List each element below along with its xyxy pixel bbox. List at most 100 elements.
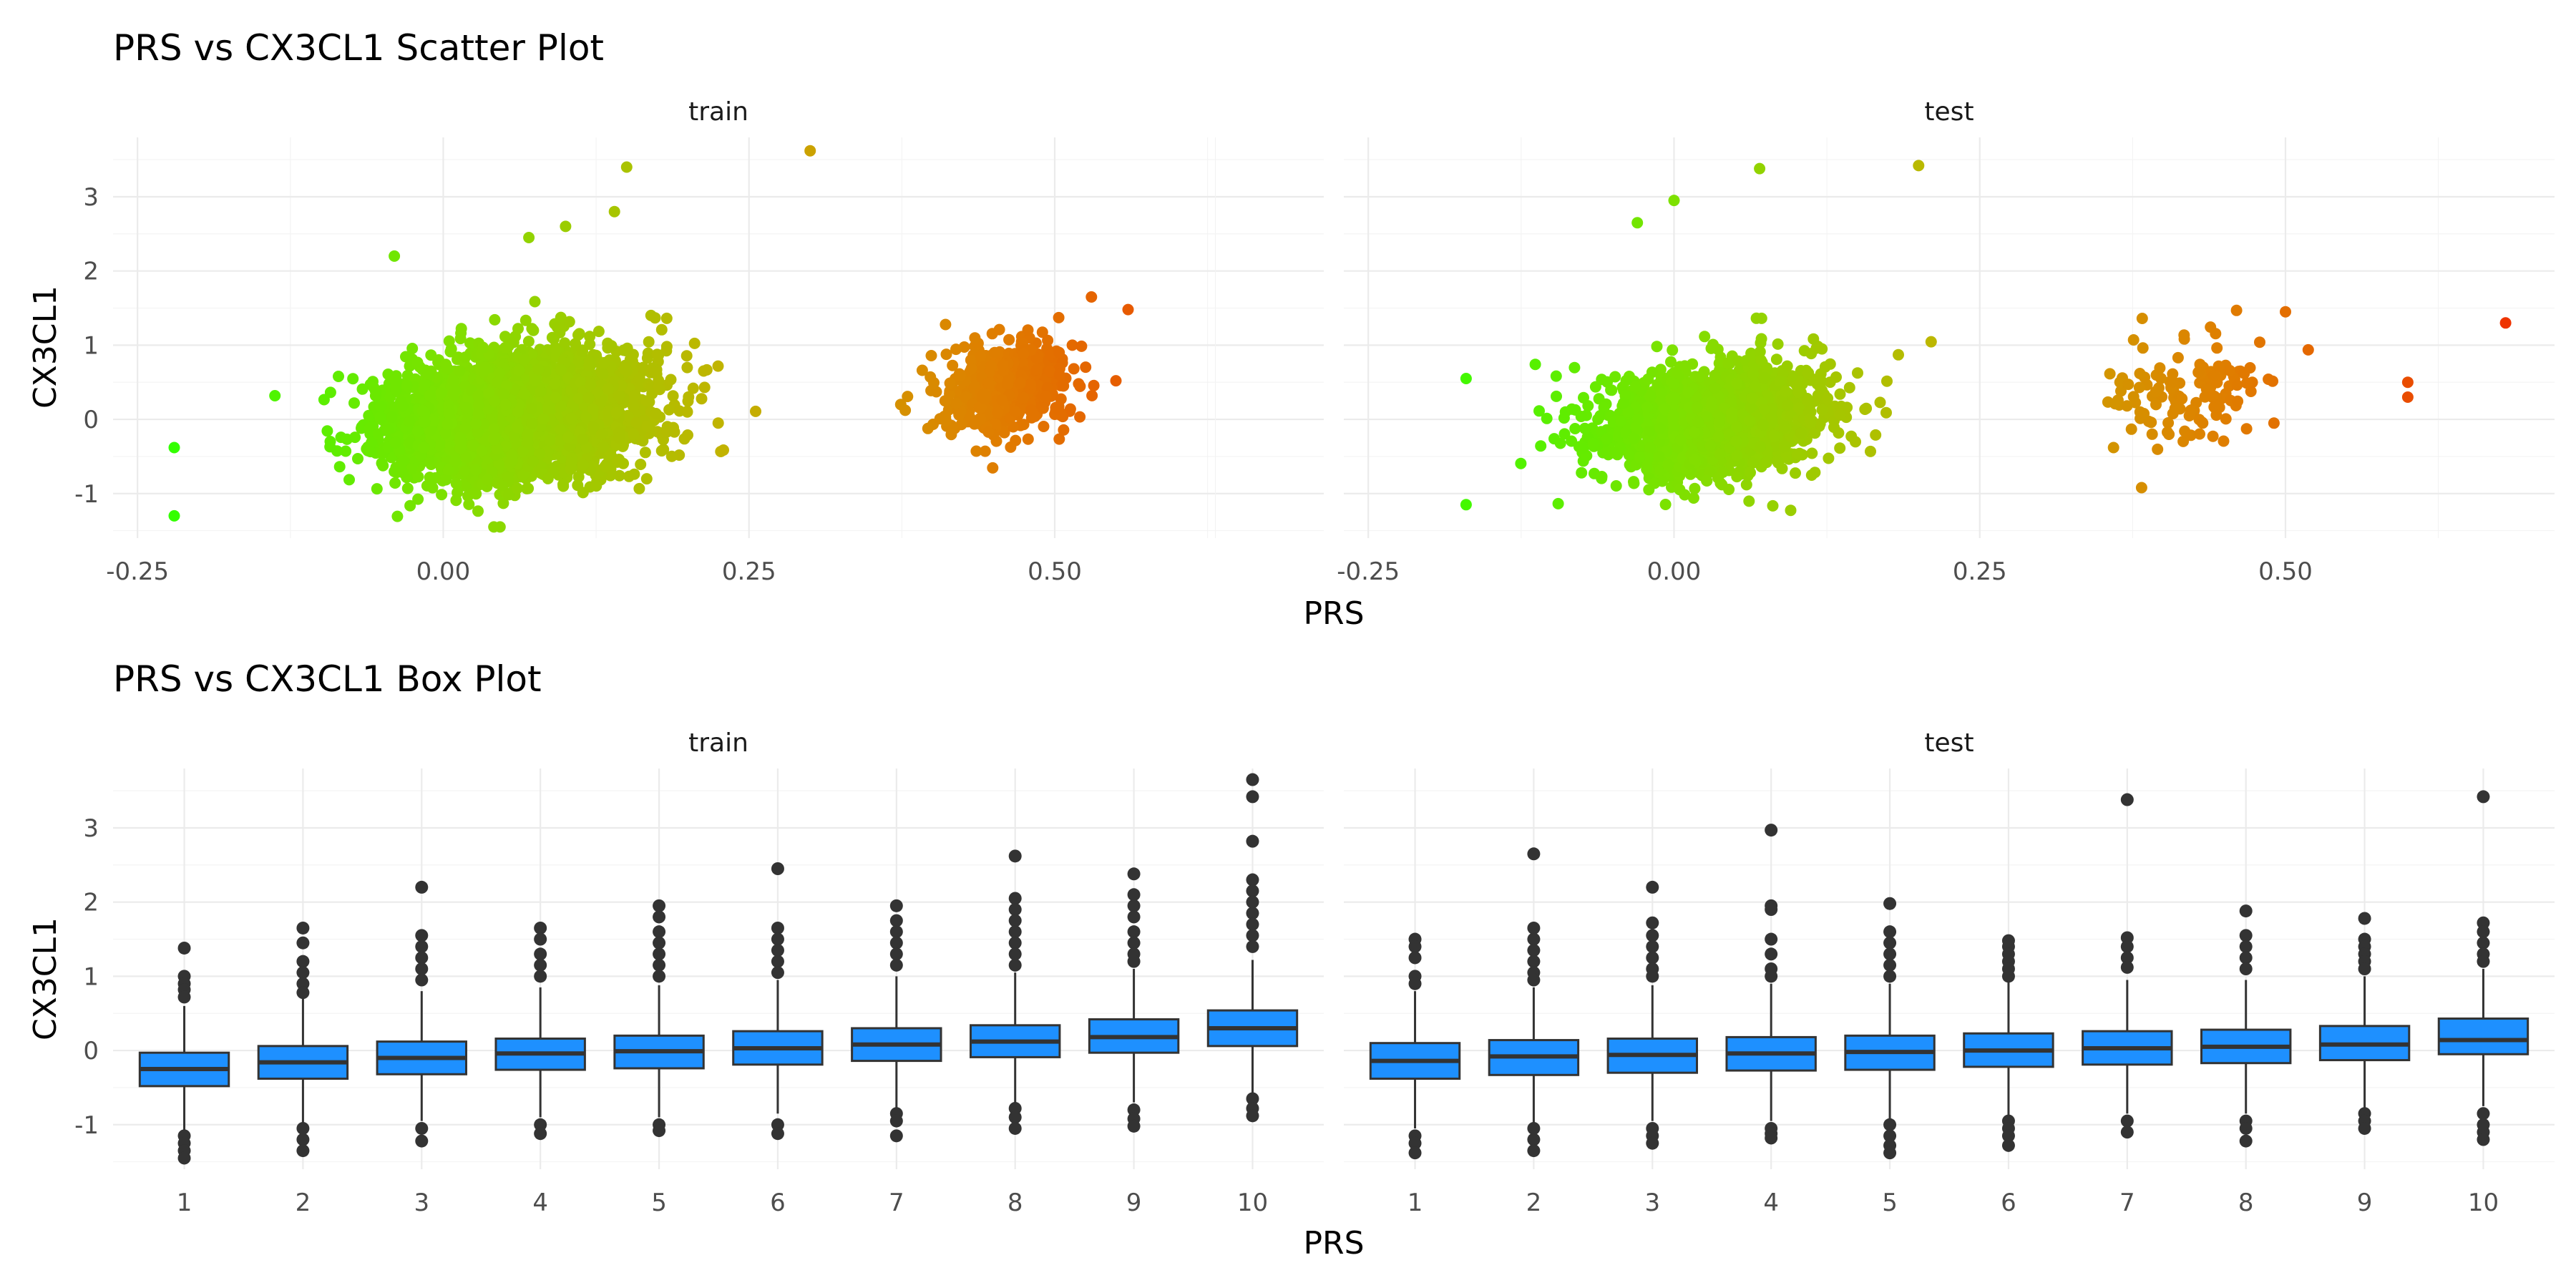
scatter-point bbox=[1005, 441, 1017, 453]
scatter-point bbox=[497, 497, 509, 509]
scatter-point bbox=[628, 468, 640, 480]
scatter-point bbox=[642, 347, 654, 359]
scatter-point bbox=[526, 402, 538, 414]
scatter-point bbox=[455, 327, 467, 339]
scatter-point bbox=[482, 474, 494, 486]
scatter-point bbox=[356, 383, 369, 395]
scatter-point bbox=[968, 418, 980, 430]
scatter-point bbox=[401, 482, 414, 494]
scatter-point bbox=[1834, 388, 1846, 400]
scatter-point bbox=[1030, 352, 1043, 364]
scatter-point bbox=[682, 429, 693, 441]
scatter-point bbox=[364, 446, 376, 458]
scatter-point bbox=[1053, 346, 1065, 358]
scatter-point bbox=[401, 379, 413, 391]
scatter-point bbox=[419, 377, 431, 389]
scatter-point bbox=[613, 469, 625, 482]
scatter-point bbox=[371, 483, 383, 495]
scatter-point bbox=[681, 361, 693, 374]
x-tick-label: -0.25 bbox=[106, 557, 169, 586]
scatter-point bbox=[1550, 370, 1562, 382]
scatter-point bbox=[1568, 361, 1581, 374]
scatter-point bbox=[651, 348, 663, 361]
scatter-point bbox=[463, 498, 475, 510]
scatter-point bbox=[467, 439, 479, 452]
scatter-point bbox=[428, 415, 440, 427]
scatter-point bbox=[435, 387, 447, 399]
scatter-point bbox=[479, 434, 491, 446]
scatter-point bbox=[366, 436, 378, 449]
scatter-point bbox=[436, 489, 448, 501]
scatter-point bbox=[970, 445, 982, 457]
scatter-point bbox=[1018, 391, 1030, 404]
scatter-point bbox=[575, 376, 587, 389]
scatter-point bbox=[391, 510, 404, 522]
scatter-point bbox=[503, 489, 515, 501]
scatter-point bbox=[333, 371, 344, 382]
scatter-point bbox=[608, 205, 620, 218]
scatter-point bbox=[460, 452, 472, 464]
scatter-plot: PRS vs CX3CL1 Scatter Plot train -0.25 0.… bbox=[27, 27, 2555, 632]
scatter-point bbox=[1075, 340, 1088, 352]
scatter-point bbox=[930, 386, 942, 398]
scatter-point bbox=[1014, 377, 1026, 389]
scatter-point bbox=[389, 436, 401, 449]
scatter-point bbox=[597, 368, 609, 380]
scatter-point bbox=[445, 343, 457, 355]
scatter-point bbox=[944, 377, 956, 389]
scatter-point bbox=[639, 447, 651, 459]
scatter-point bbox=[381, 423, 394, 435]
scatter-point bbox=[434, 439, 445, 452]
scatter-point bbox=[1865, 445, 1876, 457]
scatter-point bbox=[698, 365, 710, 377]
scatter-point bbox=[557, 478, 569, 490]
scatter-point bbox=[1038, 421, 1050, 432]
scatter-point bbox=[518, 388, 530, 399]
scatter-grid-train bbox=[113, 137, 1324, 538]
scatter-point bbox=[512, 421, 524, 434]
scatter-point bbox=[597, 441, 610, 453]
scatter-point bbox=[1074, 411, 1086, 423]
scatter-point bbox=[979, 392, 991, 404]
scatter-point bbox=[352, 453, 364, 464]
scatter-point bbox=[529, 296, 541, 308]
scatter-point bbox=[424, 389, 436, 401]
scatter-point bbox=[443, 407, 455, 419]
scatter-point bbox=[397, 467, 409, 479]
scatter-point bbox=[665, 450, 678, 462]
scatter-point bbox=[599, 460, 611, 472]
scatter-point bbox=[649, 312, 661, 324]
scatter-point bbox=[660, 341, 673, 353]
scatter-point bbox=[459, 351, 472, 364]
scatter-point bbox=[534, 448, 546, 460]
x-tick-label: 0.00 bbox=[416, 557, 471, 586]
scatter-point bbox=[928, 376, 940, 389]
scatter-point bbox=[1010, 406, 1022, 418]
scatter-point bbox=[1874, 396, 1886, 409]
scatter-point bbox=[583, 359, 595, 371]
scatter-point bbox=[620, 161, 633, 173]
scatter-point bbox=[459, 422, 471, 434]
scatter-point bbox=[712, 417, 724, 429]
scatter-point bbox=[955, 369, 967, 381]
scatter-point bbox=[1088, 379, 1100, 391]
scatter-point bbox=[426, 482, 439, 494]
scatter-point bbox=[1044, 348, 1056, 361]
scatter-point bbox=[340, 445, 352, 457]
scatter-point bbox=[495, 479, 507, 491]
scatter-point bbox=[441, 419, 454, 431]
scatter-point bbox=[386, 411, 398, 423]
scatter-point bbox=[502, 471, 514, 483]
scatter-point bbox=[1110, 375, 1122, 387]
scatter-point bbox=[630, 416, 643, 429]
scatter-point bbox=[587, 421, 600, 433]
scatter-point bbox=[1042, 334, 1054, 346]
scatter-point bbox=[529, 374, 541, 386]
scatter-point bbox=[1053, 404, 1065, 416]
scatter-point bbox=[499, 331, 511, 343]
scatter-point bbox=[572, 471, 585, 483]
scatter-point bbox=[493, 459, 505, 471]
scatter-point bbox=[718, 444, 729, 456]
scatter-point bbox=[595, 428, 608, 440]
